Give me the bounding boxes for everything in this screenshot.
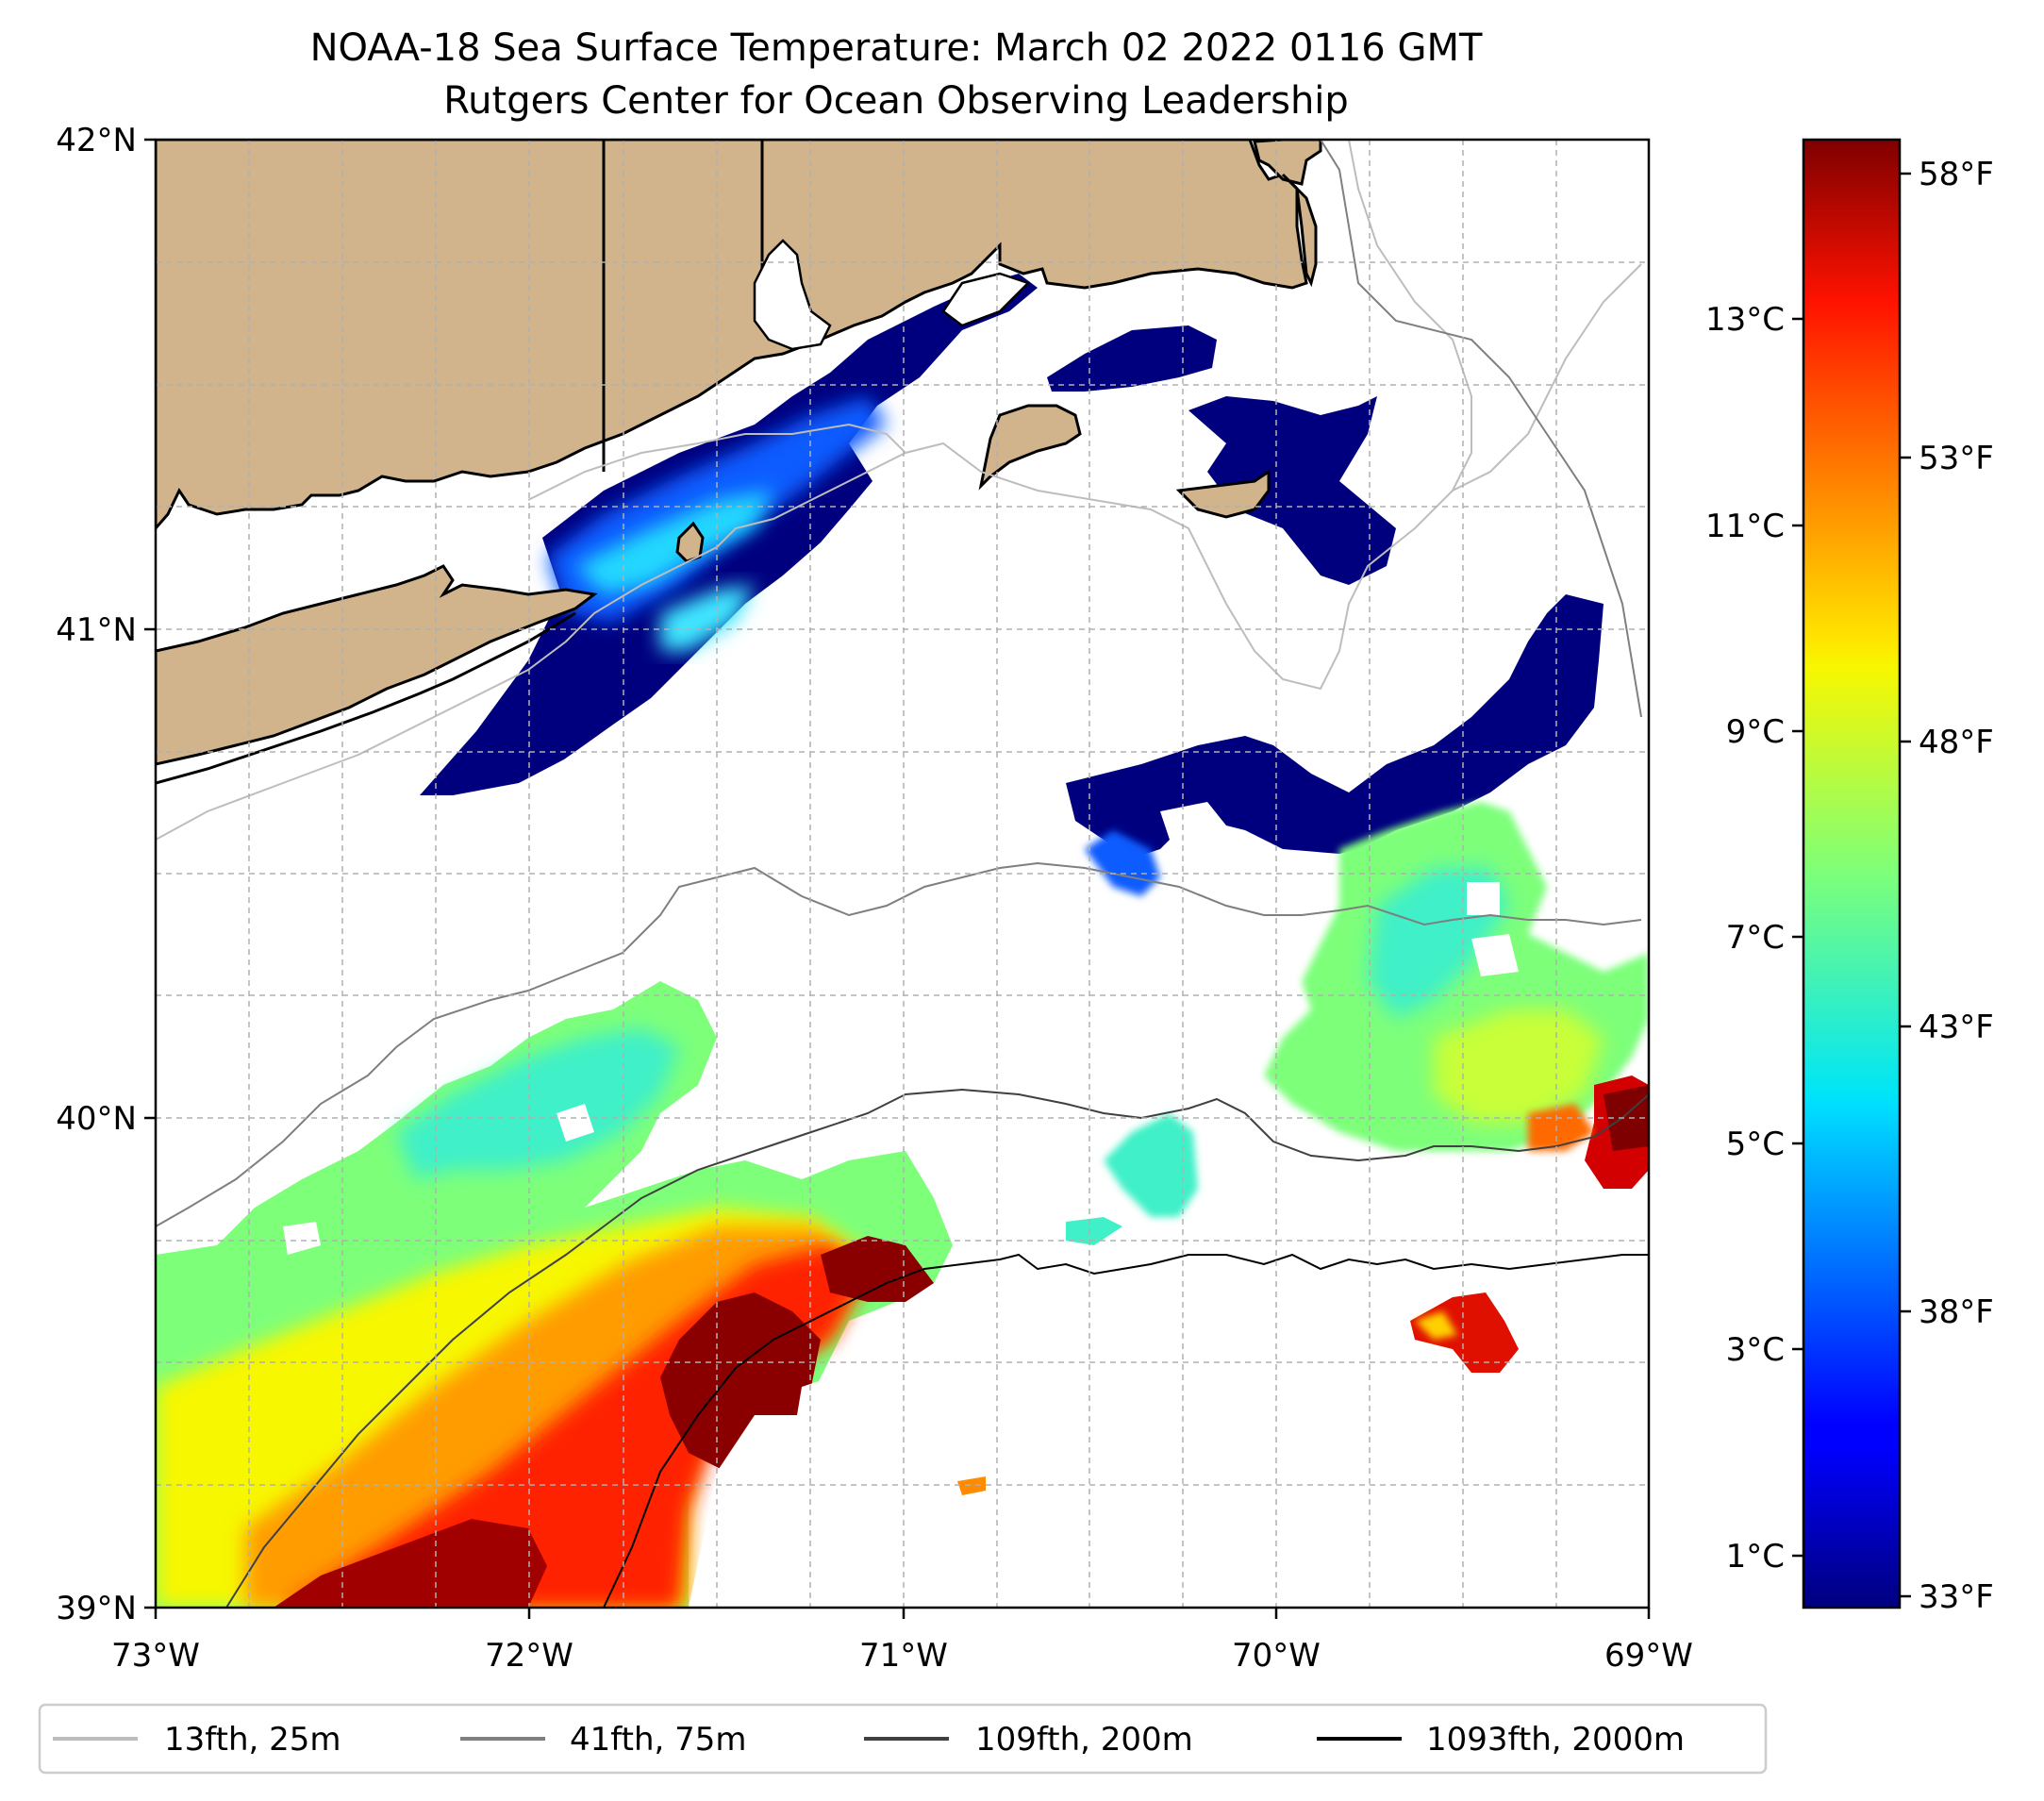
contour-75m-east <box>1320 140 1642 718</box>
land-cape-cod <box>1253 140 1322 186</box>
f-tick-label-6: 33°F <box>1919 1578 1994 1616</box>
y-tick-label-2: 41°N <box>56 611 137 649</box>
sst-patch-ri-cyan2 <box>660 585 755 651</box>
f-tick-label-5: 38°F <box>1919 1293 1994 1331</box>
y-axis <box>144 138 156 1609</box>
y-tick-label-4: 39°N <box>56 1590 137 1627</box>
sst-patch-canyon-yellow <box>1415 1311 1457 1340</box>
legend-label-75m: 41fth, 75m <box>570 1721 747 1759</box>
sst-patch-tiny <box>957 1476 986 1495</box>
bathymetry-contours <box>156 140 1649 1608</box>
legend-label-2000m: 1093fth, 2000m <box>1426 1721 1685 1759</box>
sst-patch-nantucket <box>1047 325 1217 392</box>
legend-label-200m: 109fth, 200m <box>975 1721 1193 1759</box>
map-frame <box>154 138 1651 1609</box>
land-long-island-shore <box>156 611 576 785</box>
sst-patch-ne-yellow <box>1434 1009 1604 1123</box>
sst-patch-nantucket-east <box>1188 396 1396 585</box>
x-tick-label-1: 73°W <box>111 1637 200 1675</box>
buzzards-bay <box>941 272 1031 327</box>
y-tick-label-3: 40°N <box>56 1100 137 1138</box>
sst-patch-sw-darkred-2 <box>821 1236 934 1302</box>
x-tick-label-5: 69°W <box>1604 1637 1693 1675</box>
f-tick-label-4: 43°F <box>1919 1009 1994 1046</box>
contour-75m <box>156 861 1642 1227</box>
c-tick-label-2: 11°C <box>1705 508 1785 545</box>
y-tick-label-1: 42°N <box>56 122 137 159</box>
land-new-england <box>156 140 1308 531</box>
sst-patch-sw-cyan <box>396 1028 679 1179</box>
c-tick-label-5: 5°C <box>1726 1126 1785 1163</box>
x-axis <box>154 1608 1651 1619</box>
title-line-1: NOAA-18 Sea Surface Temperature: March 0… <box>310 26 1483 70</box>
colorbar-fahrenheit-ticks <box>1900 172 1911 1598</box>
land-marthas-vineyard <box>978 404 1082 491</box>
contour-2000m <box>603 1253 1649 1608</box>
sst-gap-5 <box>1471 934 1519 976</box>
land-cape-cod-arm <box>1281 173 1318 288</box>
contour-200m <box>225 1088 1649 1608</box>
land-nantucket <box>1175 469 1271 519</box>
sst-patch-ne-orange <box>1528 1104 1594 1151</box>
c-tick-label-1: 13°C <box>1705 301 1785 339</box>
x-tick-label-3: 71°W <box>859 1637 948 1675</box>
colorbar-gradient <box>1802 138 1902 1609</box>
sst-patch-shelf-east <box>1066 594 1604 859</box>
map-area <box>156 140 1649 1608</box>
sst-gap-7 <box>1160 802 1226 844</box>
title-line-2: Rutgers Center for Ocean Observing Leade… <box>443 79 1349 123</box>
f-tick-label-1: 58°F <box>1919 156 1994 193</box>
contour-25m <box>156 140 1472 841</box>
sst-patch-mid-cyan <box>1104 1113 1198 1217</box>
contour-25m-ri <box>527 423 906 501</box>
legend-label-25m: 13fth, 25m <box>164 1721 341 1759</box>
contour-25m-ne <box>1452 263 1642 492</box>
c-tick-label-4: 7°C <box>1726 919 1785 957</box>
c-tick-label-7: 1°C <box>1726 1538 1785 1576</box>
sst-patch-mid-small <box>1066 1217 1122 1245</box>
c-tick-label-3: 9°C <box>1726 713 1785 751</box>
colorbar-celsius-ticks <box>1792 317 1803 1558</box>
colorbar: 13°C 11°C 9°C 7°C 5°C 3°C 1°C 58°F 53°F … <box>1705 138 1994 1616</box>
legend: 13fth, 25m 41fth, 75m 109fth, 200m 1093f… <box>38 1703 1768 1775</box>
sst-gap-4 <box>1467 882 1500 915</box>
x-tick-label-4: 70°W <box>1232 1637 1321 1675</box>
land-long-island <box>156 564 598 766</box>
c-tick-label-6: 3°C <box>1726 1331 1785 1369</box>
sst-gap-2 <box>557 1104 594 1142</box>
sst-gap-6 <box>689 1377 962 1608</box>
x-tick-label-2: 72°W <box>485 1637 573 1675</box>
sst-patch-ri-cyan <box>575 491 773 594</box>
sst-patch-ne-darkred <box>1604 1085 1649 1151</box>
sst-patch-canyon-red <box>1410 1292 1519 1373</box>
f-tick-label-2: 53°F <box>1919 440 1994 477</box>
narragansett-bay <box>753 239 832 351</box>
sst-gap-3 <box>283 1222 321 1255</box>
f-tick-label-3: 48°F <box>1919 724 1994 761</box>
land-layer <box>156 140 1322 785</box>
